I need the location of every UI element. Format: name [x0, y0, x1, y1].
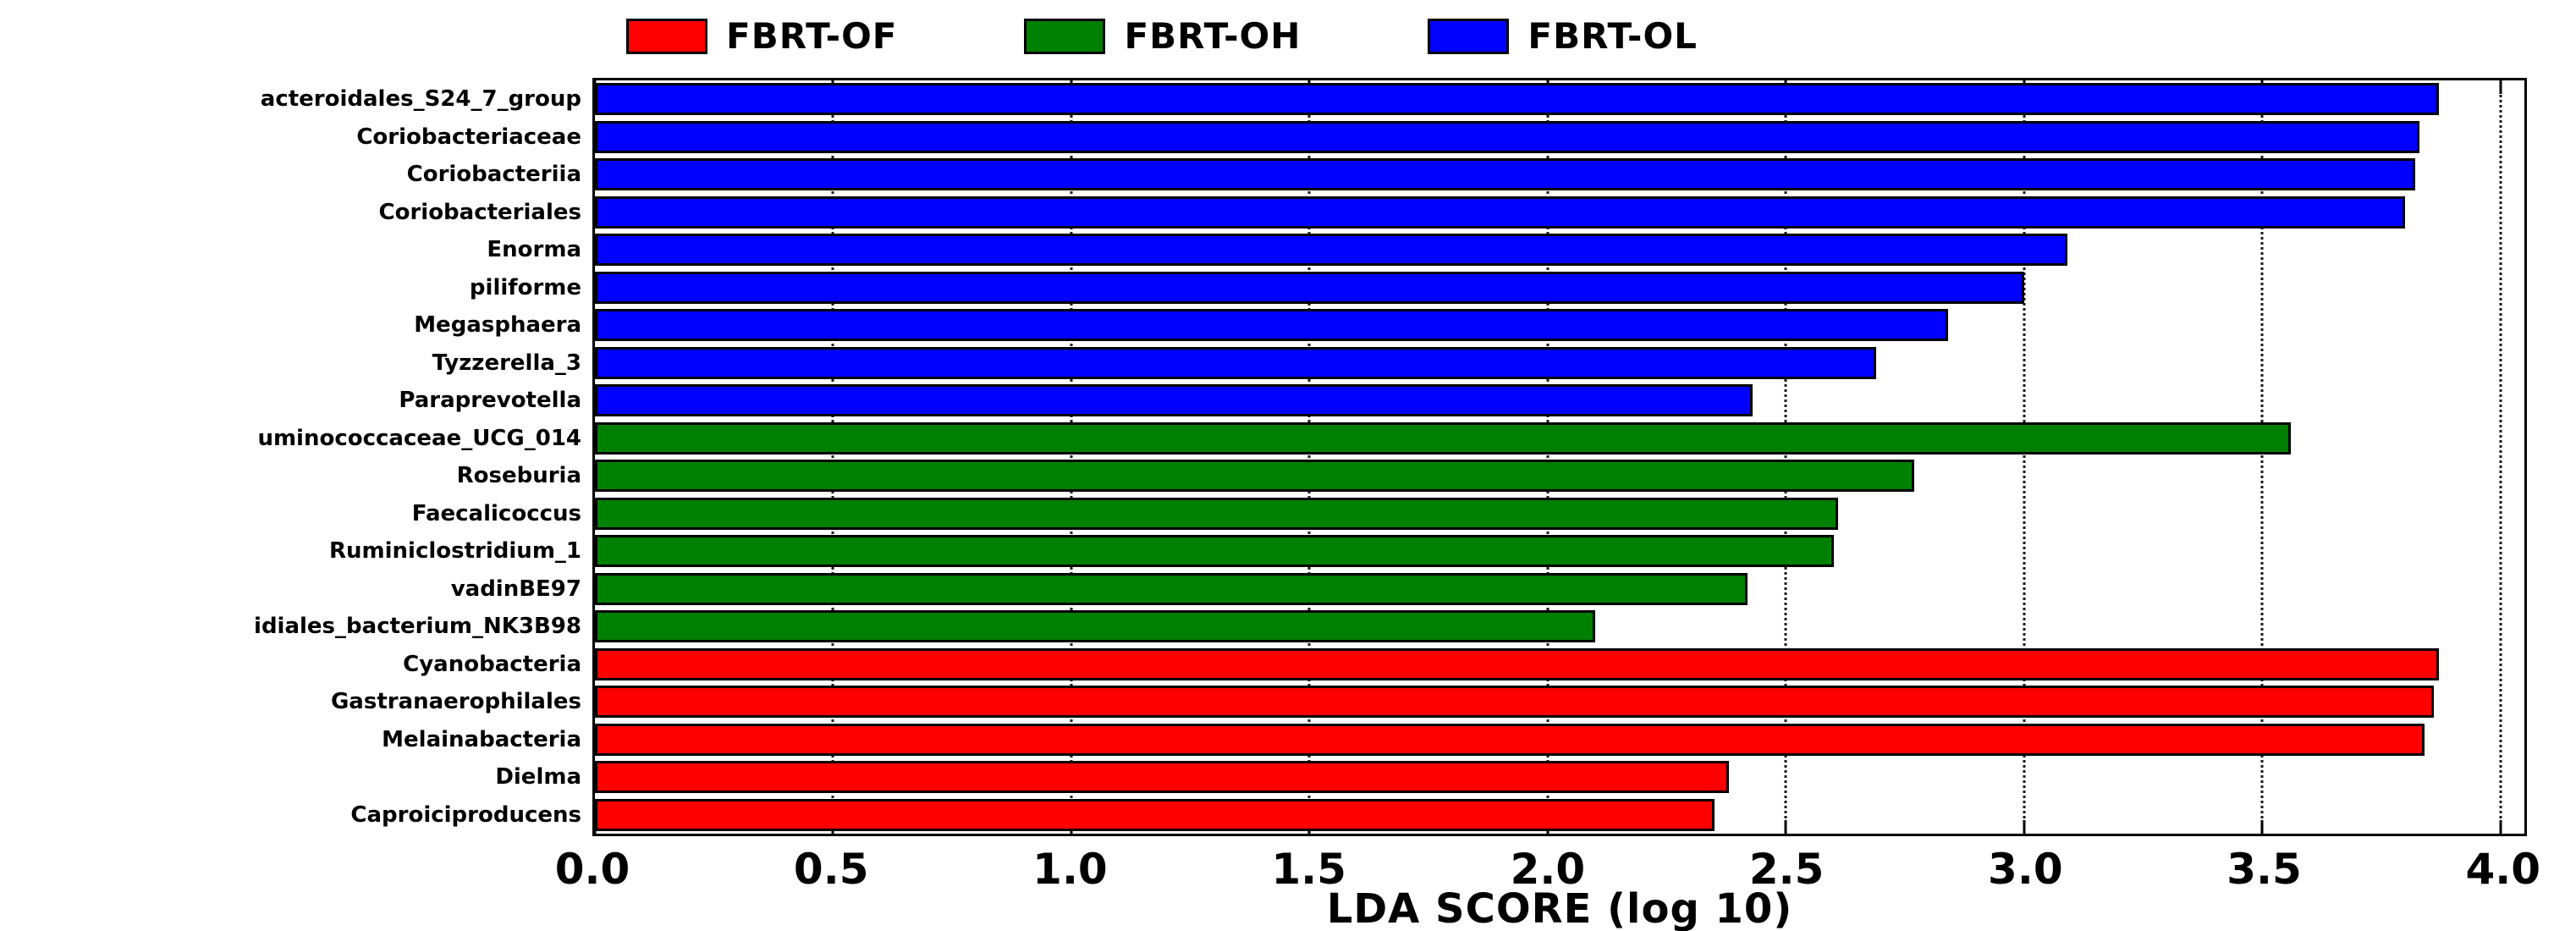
- gridline: [2260, 80, 2264, 834]
- chart-row: Coriobacteriales: [379, 194, 2524, 232]
- x-axis-ticks: 0.0 0.5 1.0 1.5 2.0 2.5 3.0 3.5 4.0: [555, 845, 2540, 894]
- bar: [595, 535, 1834, 568]
- category-label: Tyzzerella_3: [432, 350, 581, 376]
- bar: [595, 271, 2024, 304]
- bar: [595, 761, 1729, 794]
- chart-row: Gastranaerophilales: [331, 683, 2524, 721]
- x-tick-label: 0.5: [793, 845, 869, 894]
- gridline: [1070, 80, 1073, 834]
- bar: [595, 346, 1877, 379]
- x-tick-label: 2.5: [1748, 845, 1825, 894]
- chart-row: acteroidales_S24_7_group: [261, 80, 2524, 118]
- category-label: Megasphaera: [414, 312, 581, 339]
- legend-swatch: [1024, 18, 1106, 54]
- chart-row: vadinBE97: [451, 570, 2524, 609]
- bar-rows: acteroidales_S24_7_group Coriobacteriacea…: [254, 80, 2524, 835]
- x-tick-label: 1.0: [1032, 845, 1108, 894]
- x-tick-label: 3.0: [1988, 845, 2063, 894]
- category-label: acteroidales_S24_7_group: [260, 86, 581, 113]
- chart-row: Caproiciproducens: [350, 796, 2524, 835]
- top-tick-mark: [2499, 80, 2502, 94]
- legend-label: FBRT-OH: [1124, 15, 1302, 57]
- category-label: Enorma: [487, 237, 581, 263]
- legend-item-fbrt-ol: FBRT-OL: [1428, 15, 1698, 57]
- chart-row: Melainabacteria: [382, 721, 2524, 759]
- bottom-tick-mark: [2499, 820, 2502, 834]
- plot-area: acteroidales_S24_7_group Coriobacteriacea…: [254, 78, 2527, 836]
- legend-swatch: [626, 18, 707, 54]
- gridline: [2499, 80, 2502, 834]
- category-label: piliforme: [469, 274, 581, 300]
- category-label: Roseburia: [456, 463, 581, 489]
- category-label: Melainabacteria: [382, 726, 581, 752]
- legend-label: FBRT-OL: [1527, 15, 1698, 57]
- bar: [595, 798, 1715, 831]
- x-tick-label: 0.0: [554, 845, 630, 894]
- bar: [595, 384, 1753, 417]
- bar: [595, 83, 2439, 116]
- chart-row: uminococcaceae_UCG_014: [257, 420, 2524, 458]
- chart-row: Enorma: [487, 231, 2524, 269]
- bottom-tick-mark: [2023, 820, 2026, 834]
- bar: [595, 234, 2067, 267]
- bottom-tick-mark: [1784, 820, 1787, 834]
- category-label: Cyanobacteria: [403, 651, 581, 677]
- x-tick-label: 1.5: [1271, 845, 1346, 894]
- legend-item-fbrt-oh: FBRT-OH: [1024, 15, 1301, 57]
- bar: [595, 120, 2420, 153]
- legend: FBRT-OF FBRT-OH FBRT-OL: [626, 15, 1698, 57]
- gridline: [2023, 80, 2026, 834]
- chart-row: Cyanobacteria: [403, 646, 2524, 684]
- category-label: Caproiciproducens: [350, 802, 581, 828]
- chart-row: Roseburia: [457, 457, 2524, 495]
- category-label: Coriobacteriia: [406, 162, 581, 188]
- bar: [595, 460, 1915, 493]
- bar: [595, 421, 2292, 454]
- bar: [595, 610, 1596, 643]
- bar: [595, 686, 2435, 719]
- category-label: Coriobacteriales: [378, 199, 581, 225]
- category-label: Paraprevotella: [399, 388, 581, 414]
- bar: [595, 196, 2406, 229]
- x-axis-title: LDA SCORE (log 10): [1326, 885, 1793, 931]
- x-tick-label: 3.5: [2226, 845, 2302, 894]
- bottom-tick-mark: [2260, 820, 2264, 834]
- category-label: idiales_bacterium_NK3B98: [254, 614, 581, 640]
- category-label: Gastranaerophilales: [330, 689, 581, 715]
- gridline: [831, 80, 834, 834]
- gridline: [1546, 80, 1549, 834]
- chart-row: Faecalicoccus: [412, 495, 2524, 533]
- chart-row: Dielma: [495, 758, 2524, 796]
- gridline: [1784, 80, 1787, 834]
- chart-row: Tyzzerella_3: [432, 344, 2524, 383]
- category-label: Dielma: [495, 764, 581, 791]
- chart-row: idiales_bacterium_NK3B98: [254, 608, 2524, 646]
- chart-row: piliforme: [470, 269, 2524, 307]
- x-tick-label: 4.0: [2465, 845, 2541, 894]
- bar: [595, 723, 2425, 756]
- bar: [595, 309, 1948, 342]
- chart-row: Coriobacteriaceae: [356, 118, 2524, 157]
- chart-row: Megasphaera: [414, 306, 2524, 344]
- category-label: Coriobacteriaceae: [356, 124, 581, 150]
- category-label: uminococcaceae_UCG_014: [257, 425, 581, 451]
- chart-row: Paraprevotella: [399, 382, 2524, 420]
- category-label: Ruminiclostridium_1: [329, 538, 581, 565]
- category-label: vadinBE97: [450, 576, 581, 602]
- chart-row: Ruminiclostridium_1: [329, 532, 2524, 570]
- bar: [595, 158, 2415, 191]
- x-tick-label: 2.0: [1510, 845, 1586, 894]
- category-label: Faecalicoccus: [411, 500, 581, 526]
- bar: [595, 647, 2439, 680]
- bar: [595, 497, 1839, 530]
- gridline: [1307, 80, 1311, 834]
- legend-swatch: [1428, 18, 1510, 54]
- chart-row: Coriobacteriia: [407, 156, 2524, 194]
- bar: [595, 572, 1748, 605]
- legend-label: FBRT-OF: [726, 15, 898, 57]
- legend-item-fbrt-of: FBRT-OF: [626, 15, 897, 57]
